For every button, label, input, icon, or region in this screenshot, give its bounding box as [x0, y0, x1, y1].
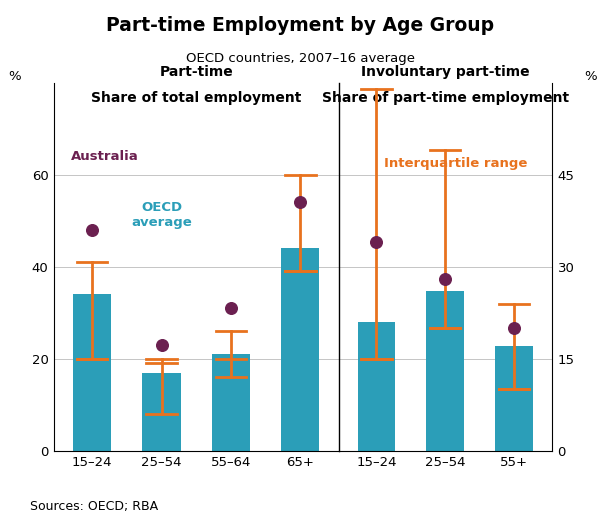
Text: Share of part-time employment: Share of part-time employment: [322, 91, 569, 105]
Point: [157, 341, 166, 349]
Point: [296, 198, 305, 207]
Text: OECD
average: OECD average: [132, 200, 193, 228]
Text: Sources: OECD; RBA: Sources: OECD; RBA: [30, 500, 158, 513]
Bar: [495, 347, 533, 451]
Bar: [427, 291, 464, 451]
Point: [371, 238, 381, 247]
Point: [509, 324, 519, 332]
Point: [440, 275, 450, 283]
Bar: [212, 354, 250, 451]
Text: Interquartile range: Interquartile range: [384, 157, 527, 170]
Bar: [358, 322, 395, 451]
Text: Involuntary part-time: Involuntary part-time: [361, 65, 530, 79]
Text: Share of total employment: Share of total employment: [91, 91, 301, 105]
Text: Australia: Australia: [71, 150, 139, 163]
Bar: [73, 294, 111, 451]
Text: Part-time Employment by Age Group: Part-time Employment by Age Group: [106, 16, 494, 35]
Text: Part-time: Part-time: [160, 65, 233, 79]
Text: %: %: [584, 70, 597, 83]
Bar: [281, 248, 319, 451]
Point: [88, 226, 97, 234]
Bar: [142, 372, 181, 451]
Text: %: %: [8, 70, 20, 83]
Point: [226, 304, 236, 312]
Text: OECD countries, 2007–16 average: OECD countries, 2007–16 average: [185, 52, 415, 65]
